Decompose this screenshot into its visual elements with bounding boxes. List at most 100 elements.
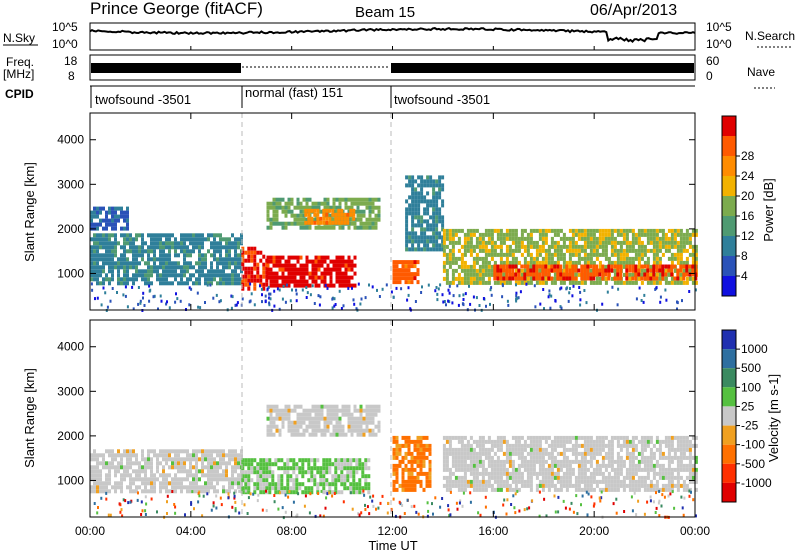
heatmap-cell	[682, 244, 686, 249]
heatmap-cell	[619, 483, 623, 488]
heatmap-cell	[192, 265, 195, 270]
heatmap-cell	[429, 223, 433, 228]
heatmap-cell	[694, 256, 698, 261]
nsky-trace	[89, 26, 696, 43]
heatmap-cell	[421, 285, 423, 289]
heatmap-cell	[234, 489, 237, 494]
heatmap-cell	[100, 303, 103, 307]
heatmap-cell	[664, 288, 667, 292]
heatmap-cell	[129, 245, 132, 250]
heatmap-cell	[165, 449, 168, 454]
heatmap-cell	[231, 273, 234, 278]
heatmap-cell	[637, 264, 641, 269]
heatmap-cell	[580, 475, 584, 480]
heatmap-cell	[532, 451, 536, 456]
heatmap-cell	[129, 265, 132, 270]
heatmap-cell	[398, 451, 402, 456]
heatmap-cell	[123, 218, 126, 223]
heatmap-cell	[658, 451, 662, 456]
heatmap-cell	[520, 443, 524, 448]
heatmap-cell	[466, 467, 470, 472]
heatmap-cell	[544, 236, 548, 241]
heatmap-cell	[241, 462, 245, 467]
heatmap-cell	[269, 297, 272, 301]
heatmap-cell	[371, 404, 375, 409]
heatmap-cell	[195, 465, 198, 470]
heatmap-cell	[550, 276, 554, 281]
heatmap-cell	[469, 280, 473, 285]
heatmap-cell	[135, 461, 138, 466]
heatmap-cell	[287, 255, 291, 260]
heatmap-cell	[411, 211, 415, 216]
heatmap-cell	[604, 268, 608, 273]
heatmap-cell	[529, 463, 533, 468]
heatmap-cell	[562, 272, 566, 277]
heatmap-cell	[619, 244, 623, 249]
heatmap-cell	[506, 299, 509, 303]
heatmap-cell	[159, 453, 162, 458]
heatmap-cell	[195, 469, 198, 474]
heatmap-cell	[472, 475, 476, 480]
heatmap-cell	[419, 451, 423, 456]
heatmap-cell	[355, 482, 359, 487]
heatmap-cell	[451, 244, 455, 249]
heatmap-cell	[469, 268, 473, 273]
heatmap-cell	[499, 479, 503, 484]
heatmap-cell	[405, 247, 409, 252]
heatmap-cell	[111, 265, 114, 270]
heatmap-cell	[649, 487, 653, 492]
heatmap-cell	[598, 451, 602, 456]
heatmap-cell	[368, 221, 372, 226]
heatmap-cell	[478, 248, 482, 253]
heatmap-cell	[420, 227, 424, 232]
heatmap-cell	[349, 482, 353, 487]
heatmap-cell	[652, 455, 656, 460]
heatmap-cell	[261, 293, 263, 297]
heatmap-cell	[371, 432, 375, 437]
heatmap-cell	[352, 490, 356, 495]
heatmap-cell	[201, 253, 204, 258]
heatmap-cell	[102, 233, 105, 238]
heatmap-cell	[114, 249, 117, 254]
heatmap-cell	[174, 477, 177, 482]
heatmap-cell	[496, 447, 500, 452]
heatmap-cell	[166, 300, 168, 304]
heatmap-cell	[526, 479, 530, 484]
heatmap-cell	[469, 264, 473, 269]
heatmap-cell	[523, 459, 527, 464]
heatmap-cell	[225, 265, 228, 270]
heatmap-cell	[269, 283, 273, 288]
heatmap-cell	[108, 245, 111, 250]
heatmap-cell	[150, 241, 153, 246]
heatmap-cell	[102, 261, 105, 266]
heatmap-cell	[478, 439, 482, 444]
heatmap-cell	[511, 232, 515, 237]
heatmap-cell	[526, 244, 530, 249]
heatmap-cell	[643, 435, 647, 440]
heatmap-cell	[206, 492, 209, 496]
heatmap-cell	[168, 453, 171, 458]
heatmap-cell	[568, 439, 572, 444]
heatmap-cell	[477, 511, 480, 515]
heatmap-cell	[505, 280, 509, 285]
heatmap-cell	[307, 470, 311, 475]
heatmap-cell	[338, 205, 342, 210]
heatmap-cell	[256, 474, 260, 479]
heatmap-cell	[526, 264, 530, 269]
heatmap-cell	[262, 274, 266, 279]
heatmap-cell	[691, 248, 695, 253]
heatmap-cell	[436, 298, 439, 302]
heatmap-cell	[108, 261, 111, 266]
heatmap-cell	[249, 492, 252, 496]
heatmap-cell	[138, 249, 141, 254]
heatmap-cell	[124, 294, 127, 298]
heatmap-cell	[253, 486, 257, 491]
heatmap-cell	[141, 457, 144, 462]
heatmap-cell	[432, 215, 436, 220]
heatmap-cell	[580, 455, 584, 460]
heatmap-cell	[123, 245, 126, 250]
heatmap-cell	[637, 240, 641, 245]
heatmap-cell	[541, 451, 545, 456]
heatmap-cell	[472, 455, 476, 460]
